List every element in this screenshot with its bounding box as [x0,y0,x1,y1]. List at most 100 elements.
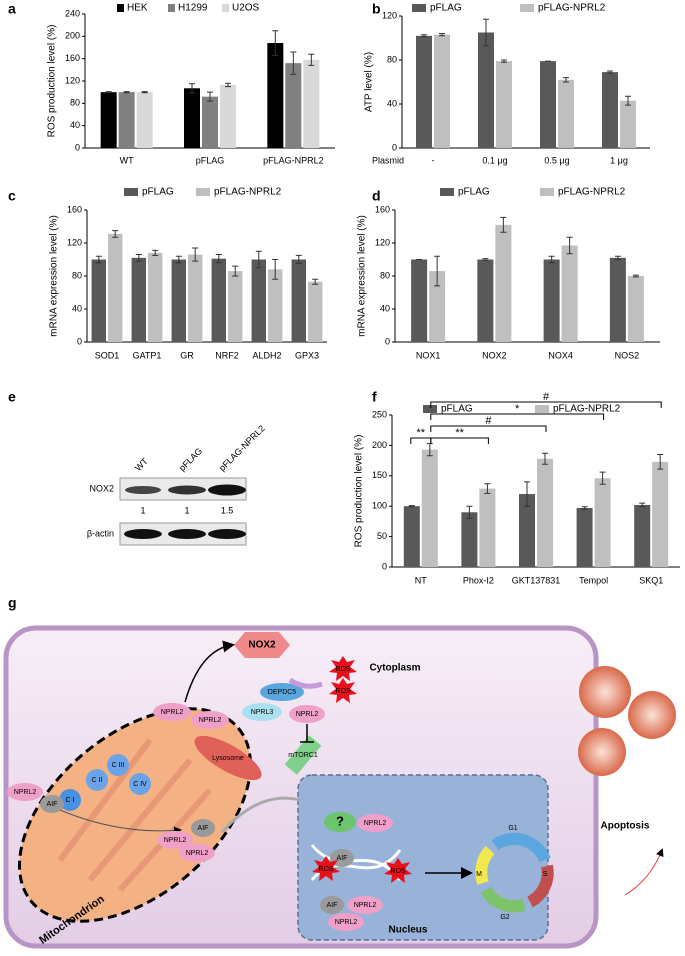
bar [228,271,243,342]
diagram-label: Lysosome [212,755,244,762]
diagram-label: ROS [318,866,334,873]
error-bar [599,471,606,485]
diagram-label: AIF [198,825,209,832]
bar [303,59,320,148]
bar [495,224,512,342]
y-tick-label: 50 [377,531,387,541]
legend-swatch [168,4,175,12]
diagram-label: Apoptosis [601,821,650,832]
y-tick-label: 120 [382,10,397,20]
x-tick-label: NOX4 [548,350,573,360]
error-bar [272,30,279,56]
complex [107,754,129,776]
y-tick-label: 250 [372,409,387,419]
legend-label: pFLAG-NPRL2 [538,3,606,14]
protein [40,795,64,813]
y-tick-label: 40 [380,303,390,313]
complex [129,773,151,795]
y-tick-label: 40 [387,98,397,108]
legend-swatch [412,4,426,12]
significance-bracket [430,413,605,420]
legend-swatch [222,4,229,12]
error-bar [632,274,639,278]
error-bar [207,91,213,102]
arrow [288,677,323,689]
y-tick-label: 160 [67,204,82,214]
bar [558,79,574,148]
apoptotic-cell [628,691,676,739]
x-tick-label: NOX1 [416,350,441,360]
legend-swatch [535,405,549,413]
x-tick-label: NT [415,575,427,585]
panel-label: g [8,595,17,611]
significance-label: ** [455,427,464,439]
legend-label: H1299 [178,3,208,14]
y-tick-label: 200 [65,31,80,41]
error-bar [135,254,142,262]
bar [461,512,478,567]
significance-label: # [543,391,550,403]
bar [561,245,578,342]
diagram-label: AIF [47,801,58,808]
error-bar [312,278,319,285]
diagram-label: C III [112,762,125,769]
significance-label: # [485,415,492,427]
nox2-shape [234,632,290,658]
diagram-label: NPRL2 [186,850,209,857]
x-tick-label: pFLAG-NPRL2 [263,155,324,165]
error-bar [421,34,427,38]
x-tick-label: GPX3 [295,350,319,360]
legend-swatch [423,405,437,413]
bar [211,258,226,342]
error-bar [482,258,489,261]
diagram-label: NPRL2 [354,902,377,909]
x-tick-label: - [432,155,435,165]
arrow [59,809,182,835]
band-ratio: 1.5 [221,505,234,515]
legend-label: U2OS [232,3,260,14]
bar [131,257,146,342]
panel-label: f [372,389,377,405]
panel-label: a [8,1,16,17]
legend-label: pFLAG [142,187,174,198]
legend-swatch [520,4,534,12]
error-bar [189,83,195,94]
bar [136,92,153,148]
error-bar [232,265,239,277]
bar [594,478,611,567]
protein [328,913,364,931]
bar [308,281,323,342]
cycle-s [526,864,554,908]
band-ratio: 1 [140,505,145,515]
ros-star [384,858,412,883]
diagram-label: NPRL2 [296,711,319,718]
bar [285,63,302,149]
x-tick-label: Phox-I2 [463,575,494,585]
bar [291,259,306,342]
bar [543,259,560,342]
protein [191,711,229,729]
y-tick-label: 240 [65,8,80,18]
bar [108,233,123,342]
bar [403,506,420,567]
diagram-label: G2 [500,914,509,921]
protein [289,705,325,723]
x-tick-label: 0.1 μg [482,155,507,165]
legend-label: pFLAG-NPRL2 [214,187,282,198]
error-bar [141,91,148,94]
ros-star [329,678,357,703]
error-bar [408,505,415,508]
y-axis-label: ROS production level (%) [354,435,365,548]
x-tick-label: 0.5 μg [544,155,569,165]
band-ratio: 1 [184,505,189,515]
diagram-label: mTORC1 [288,752,318,759]
protein [157,831,193,849]
lane-label: pFLAG-NPRL2 [217,423,267,473]
diagram-label: NPRL2 [199,717,222,724]
ros-star [329,656,357,681]
bar [652,461,669,567]
cycle-g1 [491,832,551,863]
legend-label: pFLAG-NPRL2 [553,404,621,415]
error-bar [614,255,621,260]
